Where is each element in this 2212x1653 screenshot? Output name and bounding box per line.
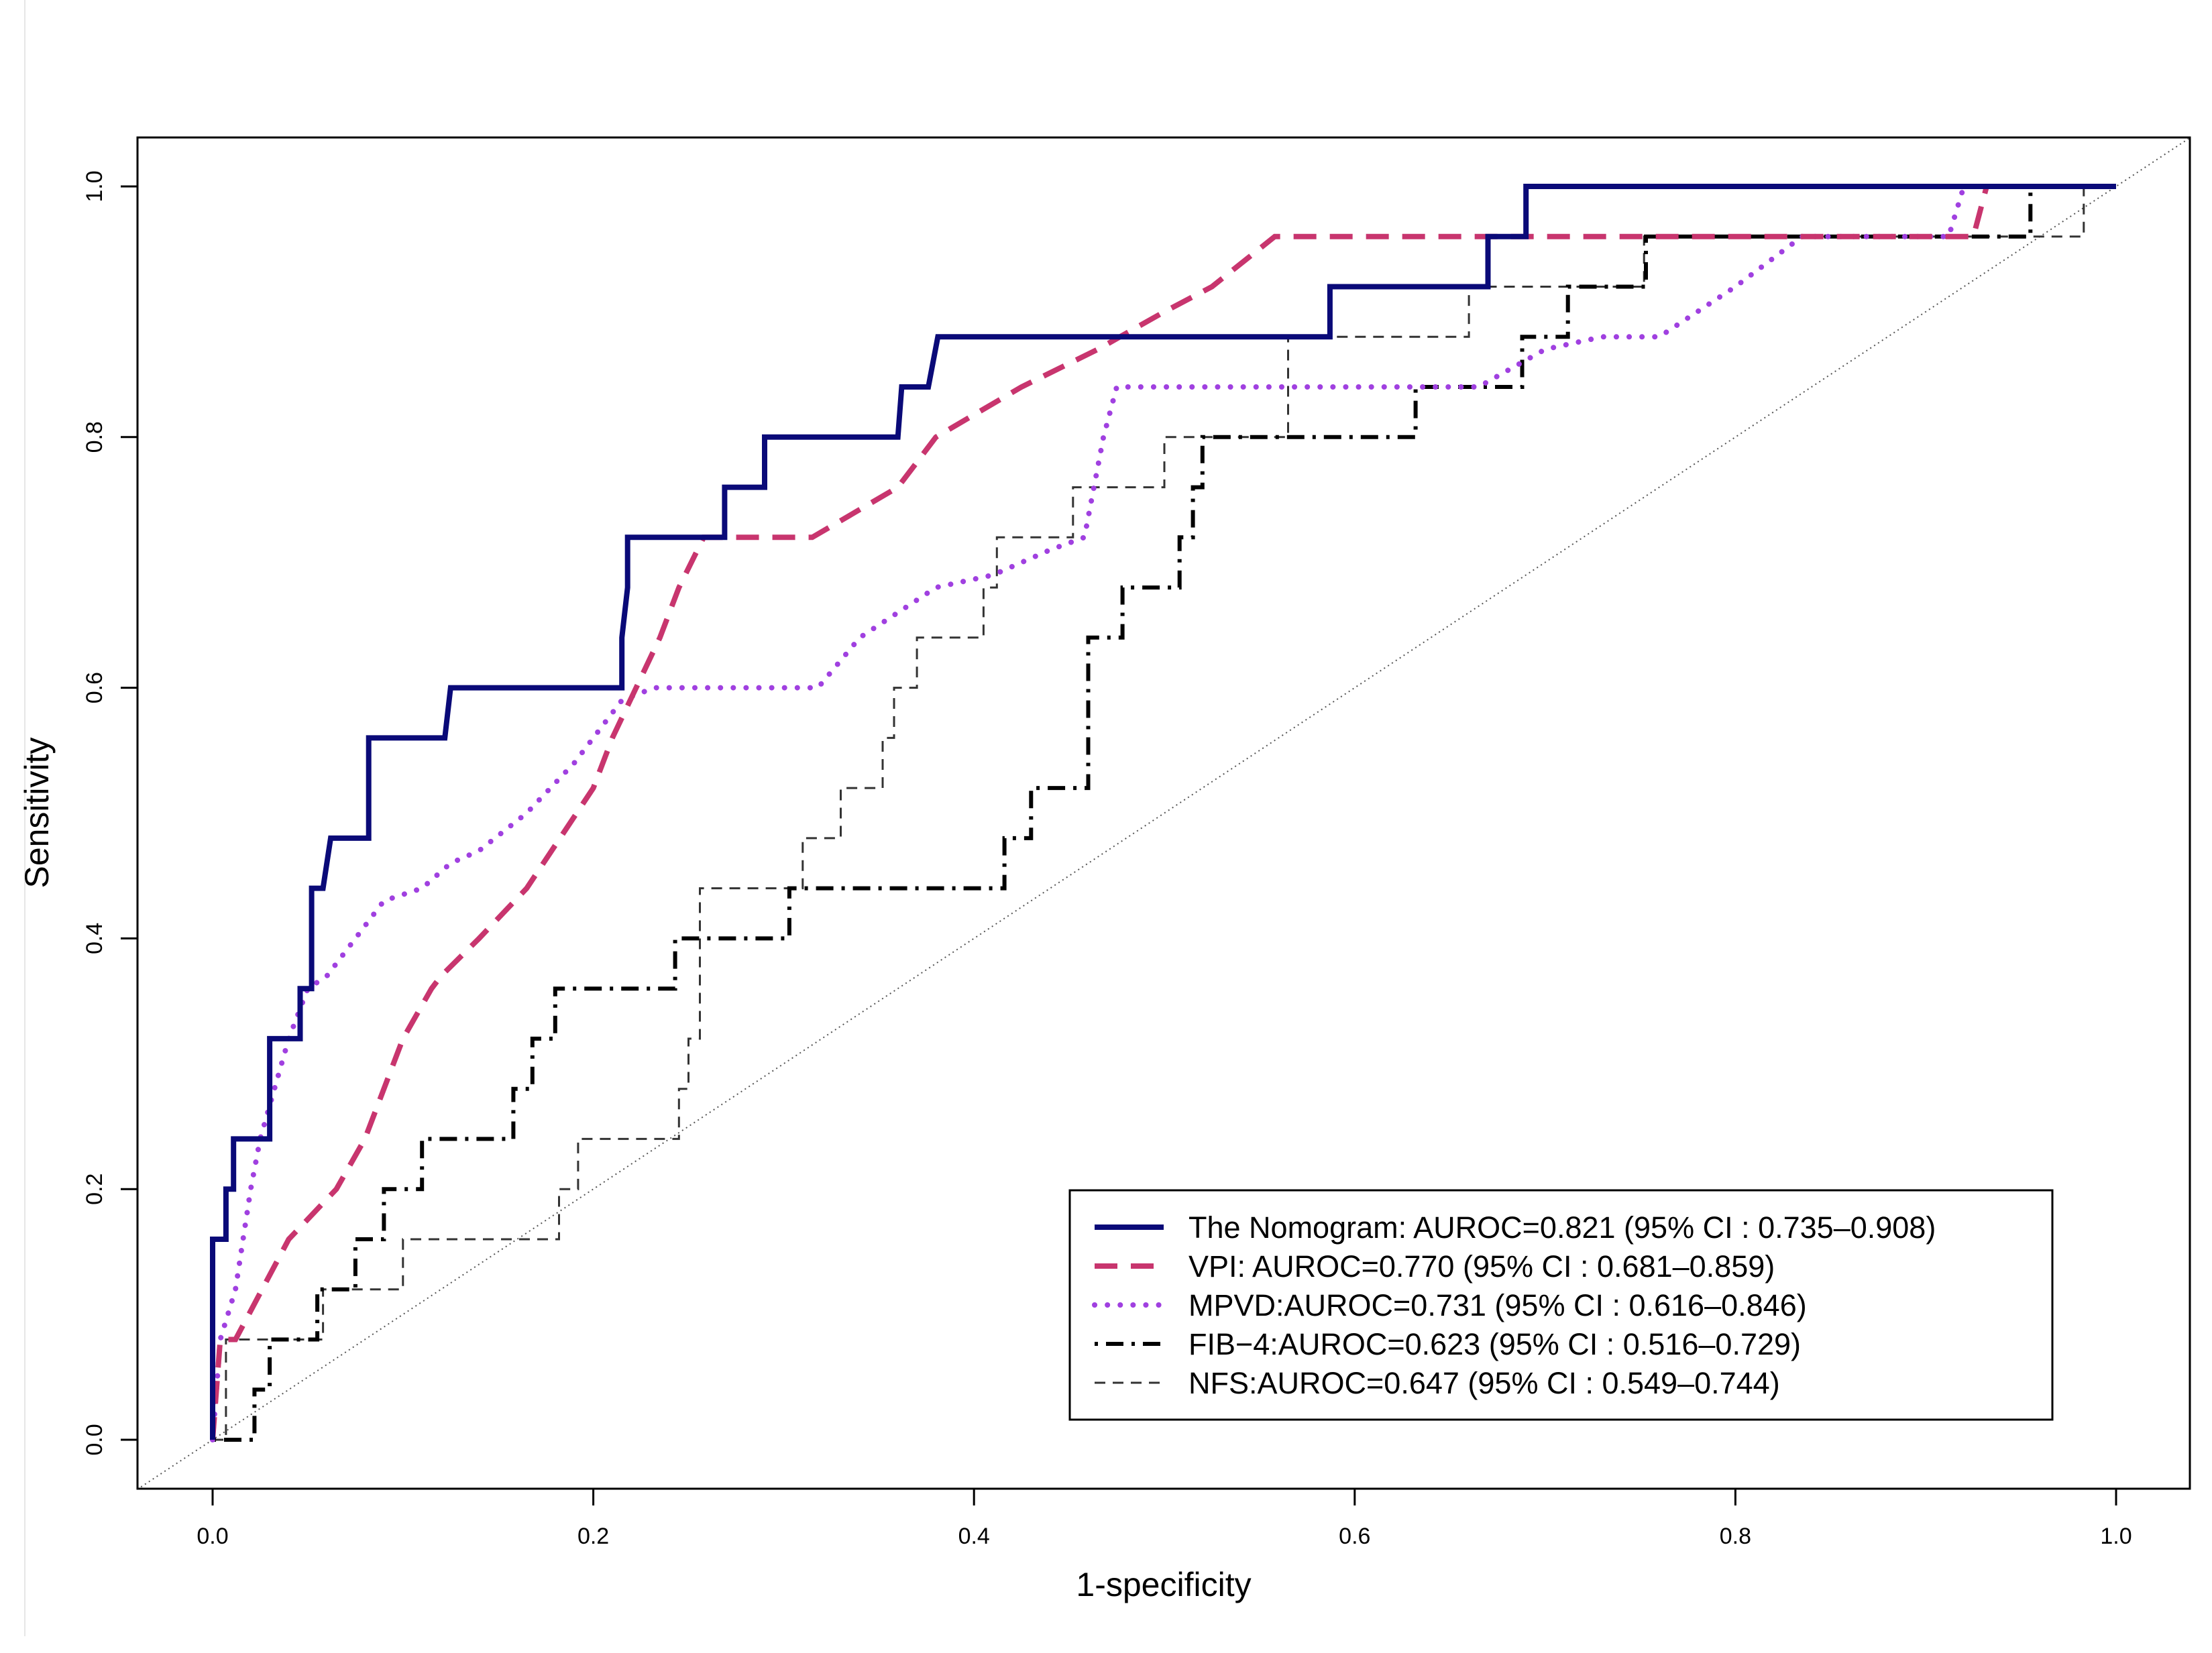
x-tick-label: 0.0 [197, 1524, 228, 1549]
y-tick-label: 0.0 [82, 1424, 107, 1455]
series-line-nfs [213, 185, 2116, 1441]
legend-label: MPVD:AUROC=0.731 (95% CI : 0.616–0.846) [1188, 1288, 1807, 1322]
legend-label: FIB−4:AUROC=0.623 (95% CI : 0.516–0.729) [1188, 1327, 1801, 1361]
series-line-fib-4 [213, 184, 2116, 1442]
left-edge-line [24, 0, 25, 1636]
x-tick-label: 1.0 [2100, 1524, 2132, 1549]
y-tick-label: 1.0 [82, 170, 107, 202]
y-tick-label: 0.8 [82, 421, 107, 453]
legend-label: NFS:AUROC=0.647 (95% CI : 0.549–0.744) [1188, 1366, 1780, 1400]
series-layer [137, 137, 2190, 1489]
x-axis: 0.0 0.2 0.4 0.6 0.8 1.0 [197, 1487, 2132, 1549]
legend-box [1068, 1189, 2054, 1421]
legend-label: VPI: AUROC=0.770 (95% CI : 0.681–0.859) [1188, 1249, 1775, 1284]
y-tick-label: 0.2 [82, 1174, 107, 1205]
series-line-the-nomogram [210, 184, 2116, 1440]
legend-label: The Nomogram: AUROC=0.821 (95% CI : 0.73… [1188, 1210, 1936, 1245]
y-axis-label: Sensitivity [18, 737, 56, 888]
y-tick-label: 0.4 [82, 923, 107, 954]
y-tick-label: 0.6 [82, 672, 107, 703]
x-tick-label: 0.8 [1720, 1524, 1751, 1549]
legend: The Nomogram: AUROC=0.821 (95% CI : 0.73… [1068, 1189, 2054, 1421]
x-tick-label: 0.4 [958, 1524, 990, 1549]
y-axis: 0.0 0.2 0.4 0.6 0.8 1.0 [82, 170, 139, 1456]
x-tick-label: 0.2 [577, 1524, 609, 1549]
x-axis-label: 1-specificity [1076, 1566, 1251, 1603]
series-line-vpi [210, 184, 2116, 1440]
x-tick-label: 0.6 [1339, 1524, 1370, 1549]
